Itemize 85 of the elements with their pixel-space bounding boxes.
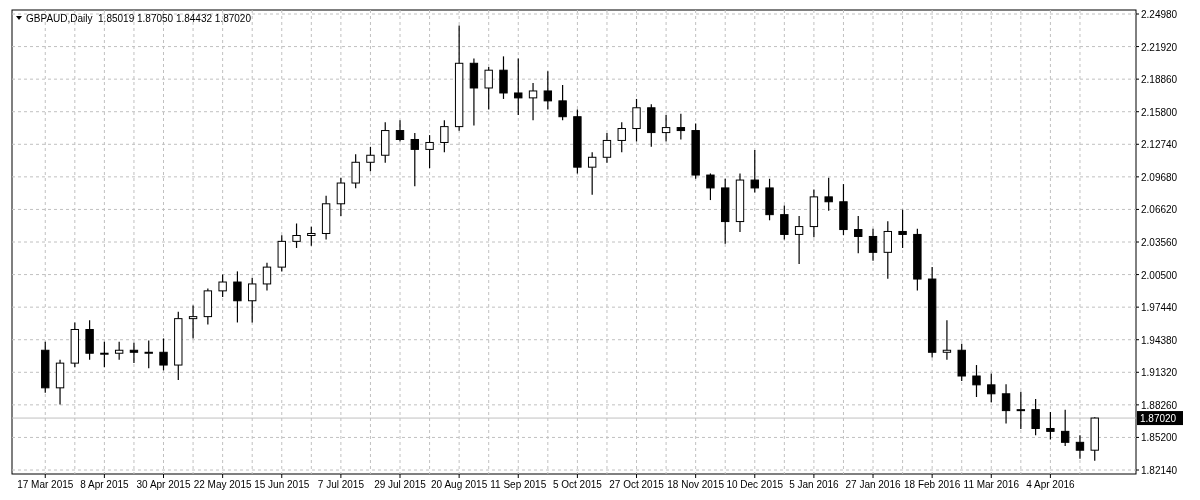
candlestick [602, 132, 612, 164]
candlestick [750, 149, 759, 194]
candlestick [248, 277, 257, 324]
candlestick [1046, 411, 1055, 441]
candlestick [1001, 383, 1011, 425]
candlestick [514, 57, 523, 116]
y-tick-label: 1.97440 [1141, 302, 1178, 314]
candlestick [883, 220, 892, 280]
x-tick-label: 17 Mar 2015 [17, 479, 74, 490]
candlestick [543, 70, 553, 111]
candlestick [942, 319, 952, 361]
candlestick [159, 337, 168, 371]
ref-line-label: 1.87020 [1140, 413, 1177, 425]
candlestick [366, 146, 375, 172]
candlestick [292, 222, 301, 249]
chart-title: GBPAUD,Daily 1.85019 1.87050 1.84432 1.87020 [26, 13, 252, 24]
x-tick-label: 11 Mar 2016 [963, 479, 1020, 490]
candlestick [794, 215, 804, 265]
x-tick-label: 11 Sep 2015 [490, 479, 547, 490]
candlestick [440, 119, 449, 153]
x-tick-label: 27 Oct 2015 [609, 479, 665, 490]
candlestick [262, 262, 272, 292]
y-tick-label: 1.91320 [1141, 367, 1178, 379]
candlestick [632, 98, 641, 143]
candlestick [1075, 434, 1085, 460]
x-tick-label: 30 Apr 2015 [136, 479, 191, 490]
x-tick-label: 29 Jul 2015 [374, 479, 427, 490]
candlestick [410, 132, 419, 187]
candlestick [987, 372, 996, 403]
candlestick [100, 341, 109, 368]
y-tick-label: 2.09680 [1141, 171, 1178, 183]
candlestick [114, 341, 124, 361]
candlestick [617, 121, 626, 153]
x-tick-label: 7 Jul 2015 [317, 479, 365, 490]
candlestick [144, 339, 153, 369]
candlestick [307, 226, 316, 247]
y-tick-label: 2.06620 [1141, 204, 1178, 216]
x-tick-label: 8 Apr 2015 [80, 479, 130, 490]
x-tick-label: 4 Apr 2016 [1026, 479, 1076, 490]
y-tick-label: 1.88260 [1141, 399, 1178, 411]
candlestick [1016, 391, 1026, 430]
y-tick-label: 2.21920 [1141, 41, 1178, 53]
candlestick [188, 304, 198, 340]
candlestick [676, 113, 686, 140]
candlestick [1031, 398, 1040, 436]
y-tick-label: 2.00500 [1141, 269, 1178, 281]
candlestick [587, 151, 597, 196]
y-tick-label: 1.82140 [1141, 465, 1178, 476]
candlestick [528, 82, 538, 121]
y-tick-label: 1.94380 [1141, 334, 1178, 346]
candlestick [85, 319, 94, 361]
x-tick-label: 18 Feb 2016 [904, 479, 961, 490]
candlestick [484, 66, 493, 111]
x-tick-label: 22 May 2015 [193, 479, 252, 490]
x-tick-label: 5 Jan 2016 [789, 479, 840, 490]
x-tick-label: 15 Jun 2015 [254, 479, 310, 490]
candlestick [854, 215, 863, 254]
candlestick [558, 84, 567, 121]
x-tick-label: 18 Nov 2015 [667, 479, 725, 490]
candlestick [395, 119, 405, 143]
candlestick [218, 273, 227, 298]
candlestick [129, 342, 139, 364]
candlestick [824, 177, 833, 212]
y-tick-label: 1.85200 [1141, 432, 1178, 444]
x-tick-label: 27 Jan 2016 [845, 479, 901, 490]
y-tick-label: 2.15800 [1141, 106, 1178, 118]
candlestick [425, 134, 434, 169]
x-tick-label: 10 Dec 2015 [726, 479, 784, 490]
candlestick [972, 364, 981, 398]
candlestick [898, 209, 907, 249]
y-tick-label: 2.18860 [1141, 74, 1178, 86]
y-tick-label: 2.03560 [1141, 237, 1178, 248]
candlestick [706, 172, 715, 201]
candlestick [336, 177, 346, 217]
candlestick [1060, 409, 1070, 447]
candlestick [233, 270, 242, 324]
candlestick [780, 204, 789, 241]
candlestick [661, 114, 671, 143]
candlestick [868, 228, 878, 262]
candlestick [499, 55, 508, 100]
x-tick-label: 20 Aug 2015 [431, 479, 488, 490]
candlestick [351, 153, 360, 189]
y-tick-label: 2.24980 [1141, 9, 1178, 20]
x-tick-label: 5 Oct 2015 [552, 479, 603, 490]
y-tick-label: 2.12740 [1141, 139, 1178, 151]
